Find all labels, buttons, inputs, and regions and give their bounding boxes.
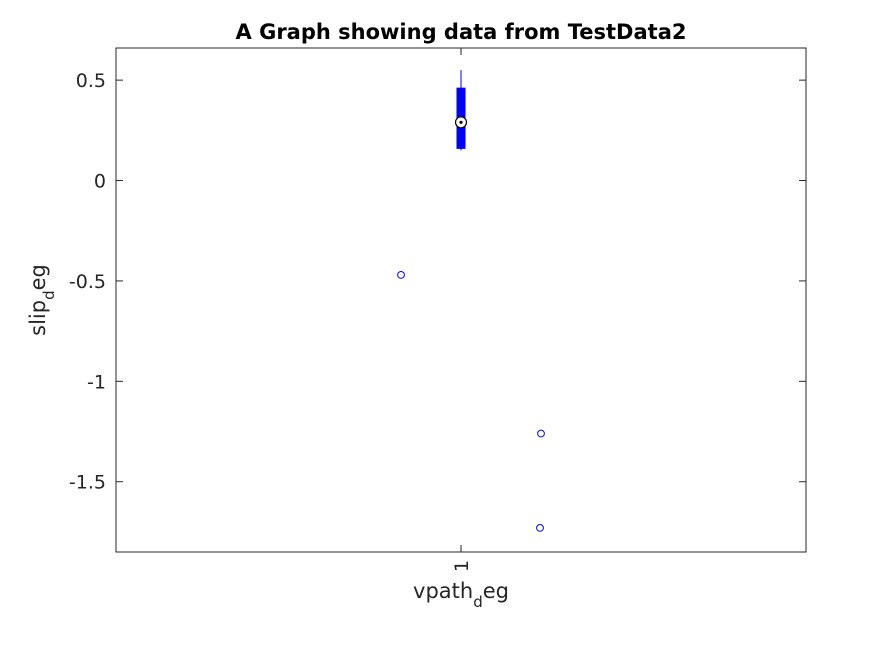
outlier-point <box>536 524 544 532</box>
median-dot <box>459 120 463 124</box>
y-axis-label: slipdeg <box>26 264 58 336</box>
y-tick-label: -1 <box>87 371 106 393</box>
y-tick-label: 0.5 <box>76 70 106 92</box>
outliers <box>397 271 545 532</box>
x-axis: 1 <box>451 48 473 572</box>
box-plot <box>454 70 468 151</box>
y-tick-label: 0 <box>94 171 106 193</box>
outlier-point <box>397 271 405 279</box>
outlier-point <box>537 429 545 438</box>
y-tick-label: -0.5 <box>69 271 106 293</box>
y-axis: 0.5 0 -0.5 -1 -1.5 <box>69 70 806 494</box>
y-tick-label: -1.5 <box>69 472 106 494</box>
x-axis-label: vpathdeg <box>413 579 509 611</box>
chart-title: A Graph showing data from TestData2 <box>236 20 687 44</box>
x-tick-label: 1 <box>451 560 473 572</box>
